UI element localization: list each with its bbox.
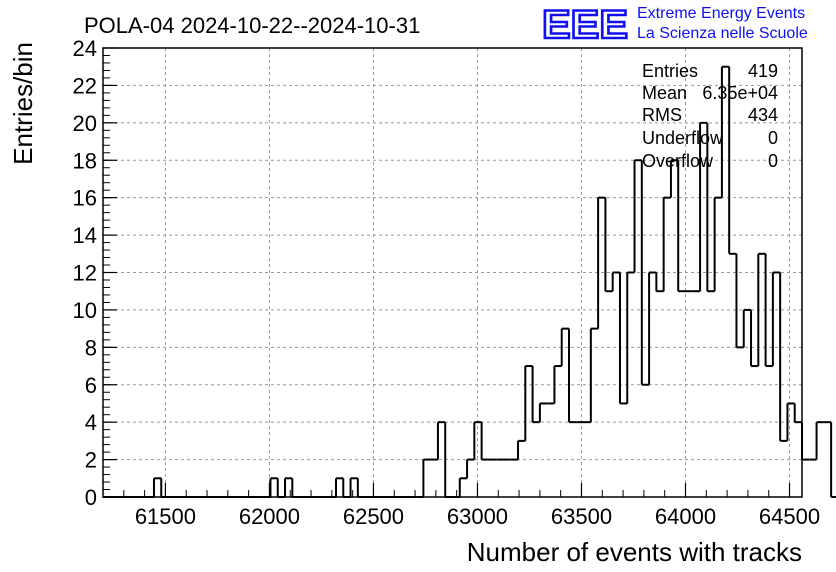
- stat-rms-value: 434: [748, 105, 778, 125]
- x-tick-label: 63500: [551, 504, 612, 529]
- y-tick-label: 6: [85, 373, 97, 398]
- logo-line1: Extreme Energy Events: [637, 5, 805, 22]
- y-tick-label: 22: [73, 73, 97, 98]
- y-tick-label: 10: [73, 298, 97, 323]
- x-tick-label: 61500: [135, 504, 196, 529]
- stat-overflow-value: 0: [768, 151, 778, 171]
- x-tick-label: 62500: [343, 504, 404, 529]
- y-tick-label: 0: [85, 485, 97, 510]
- grid-lines: [103, 48, 802, 497]
- y-tick-label: 20: [73, 111, 97, 136]
- stat-entries-value: 419: [748, 61, 778, 81]
- x-tick-label: 64500: [759, 504, 820, 529]
- stat-overflow-label: Overflow: [642, 151, 714, 171]
- y-tick-label: 14: [73, 223, 97, 248]
- x-axis-label: Number of events with tracks: [467, 537, 802, 567]
- stat-mean-value: 6.35e+04: [702, 83, 778, 103]
- y-axis-label: Entries/bin: [8, 42, 38, 165]
- stat-entries-label: Entries: [642, 61, 698, 81]
- logo-line2: La Scienza nelle Scuole: [637, 25, 808, 42]
- y-tick-label: 18: [73, 148, 97, 173]
- x-axis-ticks: 61500 62000 62500 63000 63500 64000 64500: [123, 483, 820, 529]
- y-tick-label: 16: [73, 186, 97, 211]
- stat-underflow-label: Underflow: [642, 128, 724, 148]
- x-tick-label: 63000: [447, 504, 508, 529]
- stat-mean-label: Mean: [642, 83, 687, 103]
- stats-box: Entries 419 Mean 6.35e+04 RMS 434 Underf…: [642, 61, 778, 171]
- stat-underflow-value: 0: [768, 128, 778, 148]
- logo-mark: EEE: [542, 3, 628, 47]
- y-tick-label: 2: [85, 448, 97, 473]
- y-tick-label: 12: [73, 261, 97, 286]
- x-tick-label: 62000: [239, 504, 300, 529]
- eee-logo: EEE Extreme Energy Events La Scienza nel…: [541, 2, 808, 49]
- stat-rms-label: RMS: [642, 105, 682, 125]
- x-tick-label: 64000: [655, 504, 716, 529]
- histogram-series: [103, 65, 836, 498]
- chart-title: POLA-04 2024-10-22--2024-10-31: [84, 13, 420, 38]
- y-tick-label: 8: [85, 335, 97, 360]
- y-tick-label: 4: [85, 410, 97, 435]
- y-tick-label: 24: [73, 36, 97, 61]
